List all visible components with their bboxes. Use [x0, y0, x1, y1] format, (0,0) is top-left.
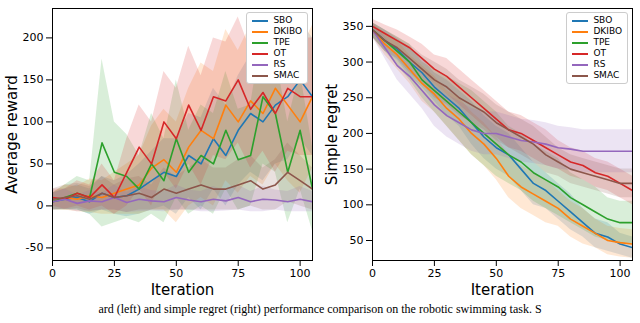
svg-text:Iteration: Iteration — [151, 281, 215, 299]
svg-text:-50: -50 — [26, 241, 44, 254]
html-text:SBO: SBO — [593, 15, 613, 25]
svg-text:300: 300 — [343, 56, 364, 69]
svg-text:100: 100 — [23, 115, 44, 128]
svg-text:50: 50 — [169, 267, 183, 280]
svg-text:75: 75 — [551, 267, 565, 280]
html-text:TPE: TPE — [593, 37, 610, 47]
html-text:ard (left) and simple regret (: ard (left) and simple regret (right) per… — [98, 302, 542, 316]
svg-text:100: 100 — [290, 267, 311, 280]
html-text:SBO: SBO — [273, 15, 293, 25]
svg-text:25: 25 — [427, 267, 441, 280]
svg-text:Simple regret: Simple regret — [323, 84, 341, 186]
html-text:OT: OT — [593, 48, 606, 58]
svg-text:150: 150 — [343, 163, 364, 176]
svg-text:Iteration: Iteration — [471, 281, 535, 299]
svg-text:50: 50 — [30, 157, 44, 170]
svg-text:25: 25 — [107, 267, 121, 280]
svg-text:0: 0 — [49, 267, 56, 280]
html-text:DKIBO: DKIBO — [273, 26, 302, 36]
html-text:SMAC: SMAC — [593, 70, 620, 80]
svg-text:150: 150 — [23, 73, 44, 86]
html-text:RS: RS — [273, 59, 286, 69]
html-text:DKIBO: DKIBO — [593, 26, 622, 36]
svg-text:250: 250 — [343, 91, 364, 104]
svg-text:200: 200 — [23, 31, 44, 44]
html-text:RS: RS — [593, 59, 606, 69]
svg-text:100: 100 — [343, 198, 364, 211]
svg-text:Average reward: Average reward — [3, 75, 21, 193]
svg-text:50: 50 — [489, 267, 503, 280]
svg-text:50: 50 — [350, 234, 364, 247]
svg-text:350: 350 — [343, 20, 364, 33]
svg-text:0: 0 — [369, 267, 376, 280]
html-text:OT: OT — [273, 48, 286, 58]
svg-text:0: 0 — [37, 199, 44, 212]
svg-text:100: 100 — [610, 267, 631, 280]
html-text:SMAC: SMAC — [273, 70, 300, 80]
svg-text:200: 200 — [343, 127, 364, 140]
svg-text:75: 75 — [231, 267, 245, 280]
html-text:TPE: TPE — [273, 37, 290, 47]
